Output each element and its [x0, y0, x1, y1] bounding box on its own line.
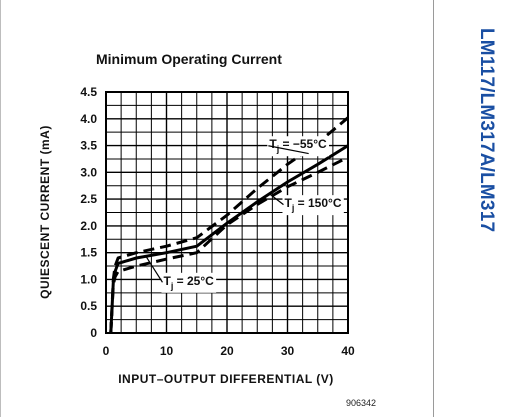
side-part-number-title: LM117/LM317A/LM317: [476, 28, 497, 233]
series-lines: [109, 116, 349, 334]
annotation-backing: [161, 272, 217, 293]
y-tick-label: 1.0: [80, 272, 97, 286]
x-tick-label: 0: [103, 344, 110, 358]
y-tick-label: 3.5: [80, 139, 97, 153]
y-tick-label: 4.5: [80, 85, 97, 99]
y-tick-label: 1.5: [80, 246, 97, 260]
y-tick-label: 4.0: [80, 112, 97, 126]
y-axis-label: QUIESCENT CURRENT (mA): [38, 125, 52, 299]
figure-id: 906342: [346, 398, 377, 408]
annotation-label-1: Tj = 150°C: [284, 196, 341, 213]
x-tick-label: 30: [281, 344, 295, 358]
series-line-2: [109, 155, 349, 334]
annotation-label-2: Tj = 25°C: [163, 274, 214, 291]
series-line-1: [109, 144, 349, 334]
y-tick-label: 3.0: [80, 165, 97, 179]
annotation-leader: [268, 193, 284, 206]
series-line-0: [109, 116, 349, 334]
x-tick-label: 40: [341, 344, 355, 358]
x-tick-label: 10: [160, 344, 174, 358]
x-axis-label: INPUT–OUTPUT DIFFERENTIAL (V): [118, 372, 334, 386]
annotation-leader: [144, 255, 163, 283]
chart-title: Minimum Operating Current: [96, 51, 282, 67]
annotation-backing: [267, 136, 330, 157]
plot-frame: [105, 91, 349, 334]
y-tick-labels: 0 0.5 1.0 1.5 2.0 2.5 3.0 3.5 4.0 4.5: [80, 85, 97, 340]
page-divider: [433, 0, 434, 417]
annotation-label-0: Tj = −55°C: [269, 137, 327, 154]
y-tick-label: 0: [90, 326, 97, 340]
x-tick-label: 20: [220, 344, 234, 358]
y-tick-label: 2.5: [80, 192, 97, 206]
annotations: Tj = −55°C Tj = 150°C Tj = 25°C: [144, 136, 344, 293]
annotation-leader: [268, 145, 309, 155]
annotation-backing: [282, 195, 344, 216]
x-tick-labels: 0 10 20 30 40: [103, 344, 355, 358]
y-tick-label: 2.0: [80, 219, 97, 233]
page-frame-left: [0, 0, 1, 417]
y-tick-label: 0.5: [80, 299, 97, 313]
